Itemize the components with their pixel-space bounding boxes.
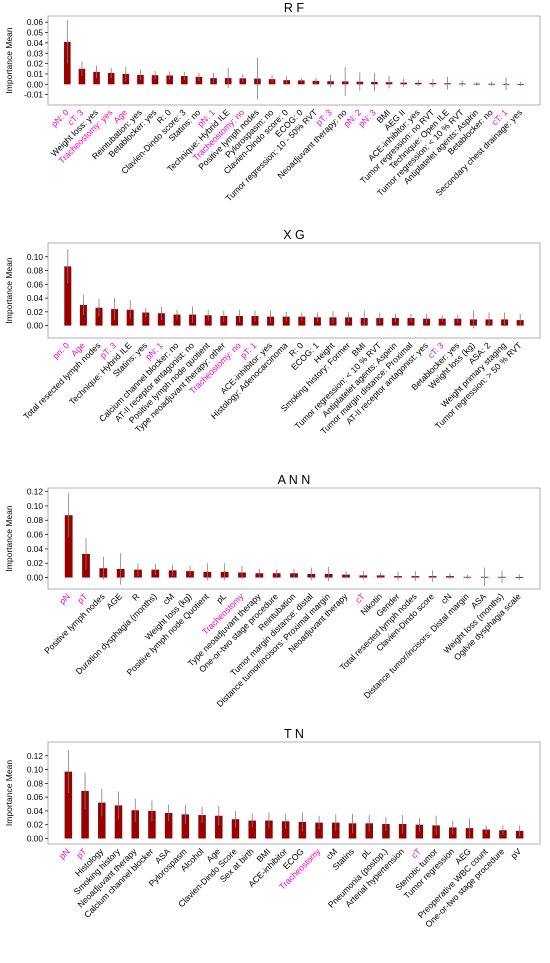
bar <box>215 815 223 839</box>
x-tick-label: AGE <box>104 591 124 611</box>
bar <box>164 812 173 839</box>
x-tick-label: R <box>130 591 141 602</box>
y-axis-label: Importance Mean <box>4 27 14 93</box>
y-axis-label: Importance Mean <box>4 505 14 571</box>
chart-title: T N <box>284 727 304 741</box>
bar <box>265 820 273 839</box>
y-tick-label: 0.00 <box>27 79 44 89</box>
y-tick-label: 0.12 <box>27 751 44 761</box>
plot-frame <box>47 15 541 106</box>
y-tick-label: 0.08 <box>27 266 44 276</box>
chart-title: A N N <box>278 473 311 487</box>
bar <box>81 790 89 839</box>
y-axis-label: Importance Mean <box>4 760 14 826</box>
y-tick-label: 0.06 <box>27 279 44 289</box>
chart-panel-3: A N N Importance Mean 0.00 0.02 0.04 0.06 0.08… <box>4 473 541 709</box>
y-tick-label: 0.01 <box>27 69 44 79</box>
chart-title: R F <box>284 1 305 15</box>
y-tick-label: 0.02 <box>27 558 44 568</box>
y-tick-label: 0.08 <box>27 778 44 788</box>
x-tick-label: pN <box>57 846 72 861</box>
y-tick-label: -0.01 <box>24 90 43 100</box>
plot-frame <box>47 242 541 339</box>
chart-title: X G <box>283 228 305 242</box>
y-tick-label: 0.02 <box>27 820 44 830</box>
bar <box>231 819 240 839</box>
bar <box>64 515 73 578</box>
chart-panel-4: T N Importance Mean 0.00 0.02 0.04 0.06 0.08 0.… <box>4 727 541 929</box>
bar <box>315 822 323 839</box>
bar <box>98 802 106 839</box>
bar <box>64 771 73 839</box>
plot-frame <box>47 487 541 590</box>
bar <box>142 312 150 326</box>
x-tick-label: pN <box>57 591 72 606</box>
bar <box>107 72 115 85</box>
x-tick-label: pV <box>509 846 524 861</box>
y-tick-label: 0.06 <box>27 792 44 802</box>
y-tick-label: 0.06 <box>27 17 44 27</box>
y-tick-label: 0.02 <box>27 59 44 69</box>
y-tick-label: 0.10 <box>27 501 44 511</box>
bar <box>64 266 72 326</box>
y-tick-label: 0.04 <box>27 806 44 816</box>
y-tick-label: 0.03 <box>27 48 44 58</box>
bar <box>248 820 256 839</box>
y-tick-label: 0.02 <box>27 307 44 317</box>
bar <box>148 810 156 839</box>
bar <box>166 75 173 85</box>
y-tick-label: 0.10 <box>27 765 44 775</box>
y-tick-label: 0.00 <box>27 833 44 843</box>
y-tick-label: 0.00 <box>27 573 44 583</box>
bar <box>298 316 306 326</box>
y-tick-label: 0.06 <box>27 530 44 540</box>
y-tick-label: 0.05 <box>27 28 44 38</box>
y-tick-label: 0.10 <box>27 252 44 262</box>
bar <box>131 810 139 839</box>
chart-panel-2: X G Importance Mean 0.00 0.02 0.04 0.06 0.08 0.… <box>4 228 541 436</box>
y-tick-label: 0.04 <box>27 38 44 48</box>
bar <box>114 805 123 839</box>
bar <box>151 75 159 85</box>
y-tick-label: 0.04 <box>27 544 44 554</box>
y-tick-label: 0.04 <box>27 293 44 303</box>
bar <box>198 815 206 839</box>
bar <box>482 829 490 839</box>
bar <box>173 314 181 326</box>
bar <box>382 824 390 839</box>
y-tick-label: 0.00 <box>27 321 44 331</box>
y-axis-label: Importance Mean <box>4 257 14 323</box>
bar <box>78 68 86 85</box>
bar <box>438 318 446 326</box>
bar <box>281 821 290 839</box>
y-tick-label: 0.12 <box>27 487 44 497</box>
plot-frame <box>47 741 541 845</box>
bar <box>181 814 190 839</box>
y-tick-label: 0.08 <box>27 515 44 525</box>
